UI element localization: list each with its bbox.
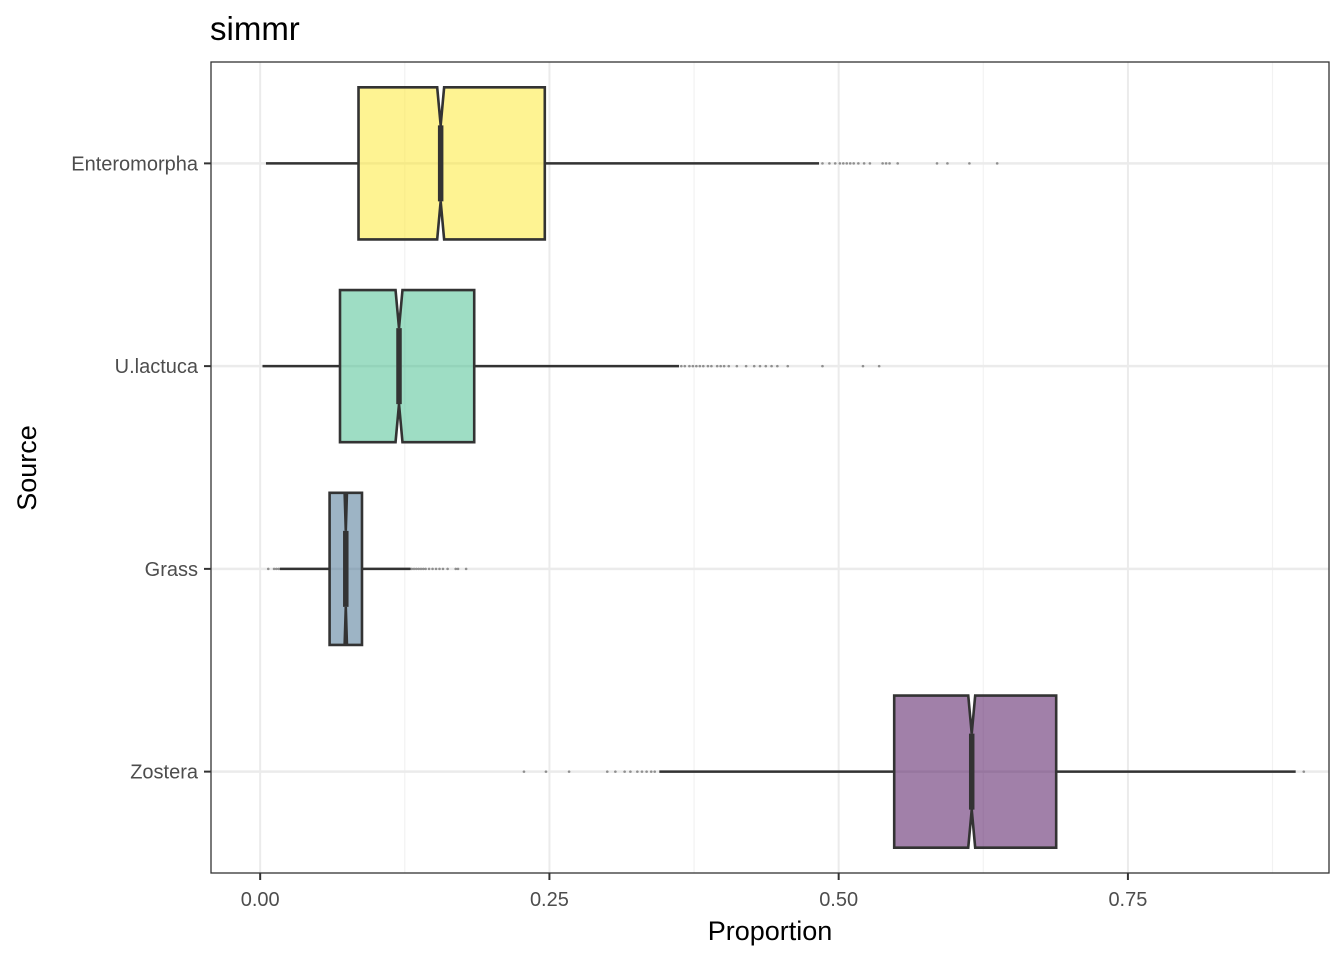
outlier-point (848, 162, 852, 165)
y-axis-title: Source (12, 425, 42, 511)
outlier-point (727, 364, 731, 368)
outlier-point (653, 770, 657, 773)
outlier-point (896, 162, 899, 165)
outlier-point (722, 364, 726, 368)
outlier-point (841, 162, 845, 165)
outlier-point (410, 567, 414, 571)
outlier-point (701, 364, 705, 368)
outlier-point (821, 364, 824, 368)
outlier-point (446, 567, 449, 571)
y-tick-label: Zostera (130, 762, 199, 784)
outlier-point (434, 567, 438, 571)
outlier-point (275, 567, 278, 571)
outlier-point (833, 162, 837, 165)
outlier-point (877, 364, 881, 368)
outlier-point (786, 364, 790, 368)
y-tick-label: Enteromorpha (71, 153, 199, 175)
box-u-lactuca (262, 288, 881, 444)
outlier-point (758, 364, 762, 368)
plot-area (210, 61, 1330, 874)
y-axis: Enteromorpha U.lactuca Grass Zostera (71, 153, 211, 784)
box-body (892, 694, 1058, 849)
box-grass (266, 491, 468, 647)
outlier-point (691, 364, 695, 368)
outlier-point (649, 770, 653, 773)
outlier-point (706, 364, 710, 368)
outlier-point (415, 567, 418, 571)
outlier-point (861, 364, 865, 368)
box-body (357, 86, 547, 241)
outlier-point (852, 162, 856, 165)
outlier-point (888, 162, 891, 165)
y-tick-label: Grass (145, 559, 198, 581)
outlier-point (935, 162, 939, 165)
outlier-point (735, 364, 739, 368)
outlier-point (454, 567, 458, 571)
outlier-point (277, 567, 280, 571)
outlier-point (821, 162, 824, 165)
x-axis: 0.00 0.25 0.50 0.75 (241, 873, 1147, 911)
outlier-point (884, 162, 888, 165)
outlier-point (683, 364, 687, 368)
outlier-point (744, 364, 748, 368)
outlier-point (417, 567, 420, 571)
outlier-point (862, 162, 866, 165)
outlier-point (522, 770, 526, 773)
outlier-point (419, 567, 423, 571)
outlier-point (424, 567, 427, 571)
panel-border (210, 61, 1330, 874)
outlier-point (456, 567, 460, 571)
outlier-point (688, 364, 691, 368)
x-tick-label: 0.75 (1108, 889, 1147, 911)
outlier-point (695, 364, 698, 368)
outlier-point (968, 162, 971, 165)
outlier-point (752, 364, 756, 368)
outlier-point (995, 162, 999, 165)
outlier-point (422, 567, 425, 571)
outlier-point (605, 770, 609, 773)
outlier-point (412, 567, 416, 571)
x-axis-title: Proportion (708, 916, 833, 946)
outlier-point (636, 770, 639, 773)
outlier-point (614, 770, 617, 773)
outlier-point (266, 567, 270, 571)
outlier-point (710, 364, 713, 368)
chart-title: simmr (210, 10, 300, 47)
outlier-point (868, 162, 872, 165)
outlier-point (623, 770, 626, 773)
outlier-point (828, 162, 831, 165)
outlier-point (680, 364, 683, 368)
outlier-point (640, 770, 644, 773)
outlier-point (881, 162, 884, 165)
box-enteromorpha (265, 86, 999, 241)
box-zostera (522, 694, 1306, 849)
outlier-point (441, 567, 445, 571)
outlier-point (946, 162, 949, 165)
outlier-point (845, 162, 849, 165)
outlier-point (764, 364, 768, 368)
outlier-point (715, 364, 719, 368)
outlier-point (776, 364, 779, 368)
outlier-point (544, 770, 548, 773)
x-tick-label: 0.50 (819, 889, 858, 911)
x-tick-label: 0.00 (241, 889, 280, 911)
outlier-point (464, 567, 468, 571)
outlier-point (629, 770, 632, 773)
outlier-point (838, 162, 842, 165)
box-body (338, 288, 476, 444)
outlier-point (645, 770, 648, 773)
outlier-point (770, 364, 773, 368)
outlier-point (427, 567, 431, 571)
outlier-point (431, 567, 434, 571)
outlier-point (698, 364, 702, 368)
outlier-point (719, 364, 722, 368)
outlier-point (438, 567, 441, 571)
y-tick-label: U.lactuca (115, 356, 199, 378)
outlier-point (272, 567, 276, 571)
outlier-point (857, 162, 860, 165)
outlier-point (567, 770, 571, 773)
outlier-point (1302, 770, 1306, 773)
x-tick-label: 0.25 (530, 889, 569, 911)
